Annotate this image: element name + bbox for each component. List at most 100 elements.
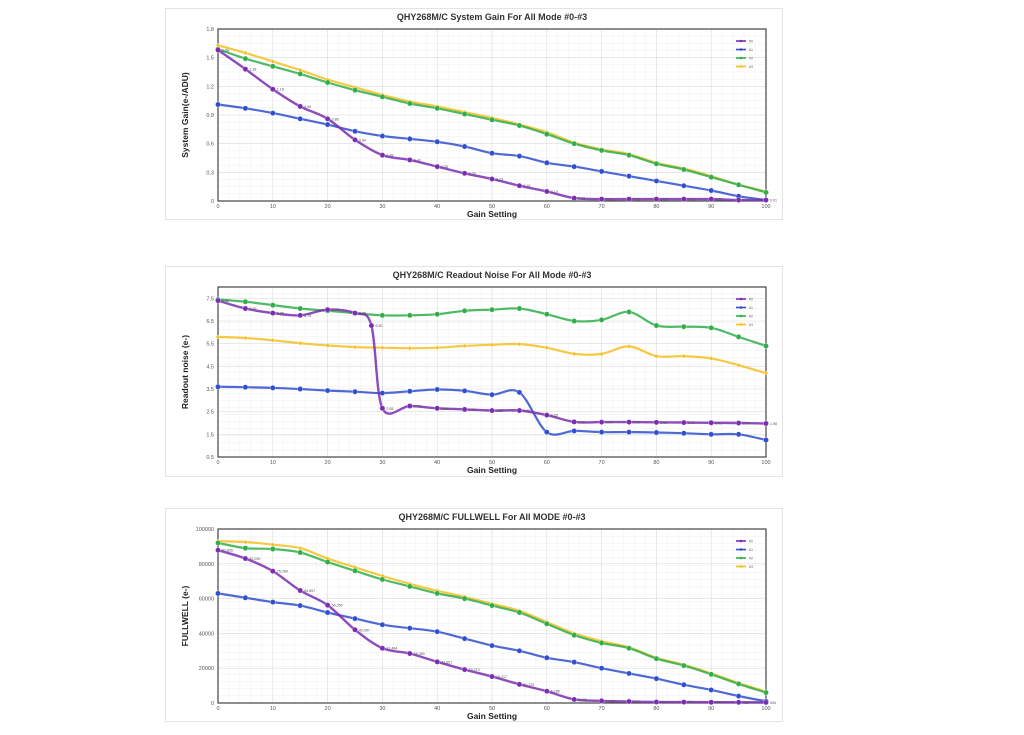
data-point [352,627,358,633]
data-point [516,681,523,688]
data-label: 2.04 [606,421,613,425]
data-point [297,386,303,392]
series-0: 1.58 1.38 1.16 0.99 0.86 0.64 0.48 0.43 0.36 0.29… [215,47,777,203]
data-label: 354 [770,701,776,705]
data-label: 2.35 [551,414,558,418]
legend: #0 #1 #2 #3 [736,539,753,569]
legend-swatch-dot [739,565,743,568]
data-point [324,609,331,616]
y-tick-label: 5.5 [206,342,214,348]
data-point [599,351,604,356]
data-label: 7.40 [222,299,229,303]
data-point [653,322,660,329]
data-point [516,182,523,189]
data-point [763,437,769,443]
x-tick-label: 70 [599,460,605,466]
data-point [407,583,413,590]
x-tick-label: 90 [708,706,714,712]
data-point [243,50,248,55]
x-tick-label: 60 [544,204,550,210]
data-point [435,345,440,350]
data-point [215,297,221,304]
data-point [379,312,386,319]
x-axis-label: Gain Setting [467,465,517,475]
data-label: 0.02 [688,198,695,202]
x-tick-label: 70 [599,204,605,210]
data-point [708,196,714,202]
data-label: 2.75 [414,405,421,409]
data-point [379,645,386,651]
data-point [461,170,468,177]
y-tick-label: 1.5 [206,56,214,62]
series-line [217,299,767,425]
data-point [242,594,249,601]
data-point [368,322,375,329]
data-point [407,650,413,657]
data-point [516,389,523,396]
legend-swatch-dot [739,556,743,560]
legend-swatch-dot [739,306,743,309]
data-point [763,699,769,706]
legend-entry: #0 [749,539,753,543]
x-tick-label: 60 [544,706,550,712]
data-point [571,419,577,425]
data-point [352,388,358,395]
data-point [270,310,276,316]
y-tick-label: 6.5 [206,319,214,325]
data-point [598,147,605,154]
data-point [598,419,605,425]
x-tick-label: 50 [489,204,495,210]
data-label: 2.55 [496,409,503,413]
data-point [516,153,523,159]
data-point [434,386,440,393]
data-point [735,693,742,699]
data-point [297,312,303,319]
y-tick-label: 0.3 [206,170,214,176]
data-point [489,117,495,123]
data-point [571,163,577,170]
data-point [708,671,714,678]
legend-entry: #2 [749,56,753,60]
data-point [242,384,249,390]
series-1 [215,383,769,443]
legend-entry: #3 [749,323,753,327]
data-label: 1.16 [277,88,284,92]
data-point [461,635,468,642]
y-tick-label: 0 [211,199,214,205]
data-point [626,429,632,435]
data-label: 6.75 [304,314,311,318]
y-tick-label: 0.6 [206,142,214,148]
y-tick-label: 7.5 [206,296,214,302]
data-point [434,163,440,170]
x-tick-label: 70 [599,706,605,712]
data-label: 23,651 [441,660,452,664]
data-point [490,342,494,347]
data-label: 0.48 [386,154,393,158]
data-label: 0.23 [496,178,503,182]
data-point [626,196,632,202]
y-axis-label: FULLWELL (e-) [180,585,190,646]
data-point [763,197,769,203]
data-point [352,137,358,143]
data-point [626,698,632,705]
data-point [461,143,468,150]
legend-swatch-dot [739,48,743,51]
x-tick-label: 40 [434,460,440,466]
x-tick-label: 30 [379,460,385,466]
data-point [352,615,358,622]
data-label: 28,450 [414,652,425,656]
x-tick-label: 0 [216,204,219,210]
data-point [215,101,221,108]
fullwell-chart: QHY268M/C FULLWELL For All MODE #0-#3 0 10… [180,512,776,721]
data-point [434,105,440,112]
y-tick-label: 20000 [199,666,214,672]
data-point [544,311,550,317]
data-point [544,131,550,137]
data-point [324,559,331,565]
x-tick-label: 90 [708,204,714,210]
x-tick-label: 30 [379,706,385,712]
data-point [242,298,249,305]
data-point [708,420,714,426]
data-point [407,136,413,142]
data-point [708,687,714,693]
